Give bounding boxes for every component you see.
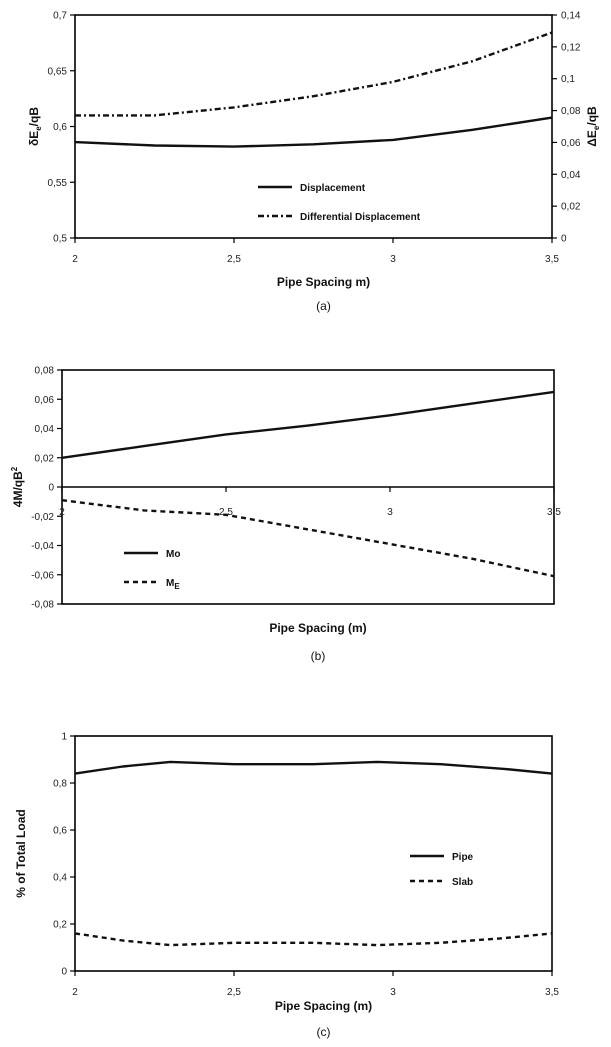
x-tick-label: 2,5 — [227, 254, 241, 265]
y-tick-label: 0,08 — [35, 366, 55, 377]
legend-label: Differential Displacement — [300, 212, 421, 223]
legend-label: Slab — [452, 877, 473, 888]
y-tick-label: 0 — [61, 967, 67, 978]
y2-tick-label: 0,08 — [561, 106, 581, 117]
plot-frame — [75, 15, 552, 238]
x-tick-label: 3,5 — [547, 507, 561, 518]
y-tick-label: 0,7 — [53, 11, 67, 22]
y2-tick-label: 0,04 — [561, 170, 581, 181]
chart-b: 2 2,5 3 3,5-0,08-0,06-0,04-0,0200,020,040,0… — [10, 366, 561, 664]
y2-tick-label: 0,12 — [561, 42, 581, 53]
legend-label: Mo — [166, 549, 180, 560]
series-line-mo — [62, 392, 554, 458]
x-axis-label: Pipe Spacing m) — [277, 275, 370, 289]
y-tick-label: 0,65 — [48, 66, 68, 77]
y-tick-label: 0,06 — [35, 395, 55, 406]
y-tick-label: 0,4 — [53, 873, 67, 884]
y2-tick-label: 0,1 — [561, 74, 575, 85]
y-tick-label: -0,08 — [31, 600, 54, 611]
y-tick-label: 0,5 — [53, 234, 67, 245]
y-tick-label: 0,6 — [53, 122, 67, 133]
y-tick-label: 0,02 — [35, 453, 55, 464]
figure-caption: (c) — [317, 1025, 331, 1039]
y-tick-label: -0,06 — [31, 570, 54, 581]
y-tick-label: 0,2 — [53, 920, 67, 931]
series-line-pipe — [75, 762, 552, 774]
figure-caption: (b) — [311, 649, 326, 663]
legend-label: Pipe — [452, 852, 474, 863]
series-line-m — [62, 500, 554, 576]
legend-label: Displacement — [300, 183, 366, 194]
plot-frame — [75, 736, 552, 971]
y-tick-label: -0,04 — [31, 541, 54, 552]
chart-a: 2 2,5 3 3,5 0,5 0,55 0,6 0,65 0,7 0 0,02 0,04 0,06 0,… — [27, 11, 601, 314]
y-tick-label: 0,04 — [35, 424, 55, 435]
y-axis-label: % of Total Load — [14, 809, 28, 897]
chart-c: 2 2,5 3 3,5 0 0,2 0,4 0,6 0,8 1 Pipe Slab Pipe Spaci… — [14, 732, 559, 1040]
y-tick-label: 0,8 — [53, 779, 67, 790]
y-tick-label: 1 — [61, 732, 67, 743]
x-tick-label: 3,5 — [545, 254, 559, 265]
series-line-differential-displacement — [75, 33, 552, 116]
x-tick-label: 3 — [390, 987, 396, 998]
x-tick-label: 2,5 — [227, 987, 241, 998]
x-axis-label: Pipe Spacing (m) — [269, 621, 366, 635]
series-line-displacement — [75, 118, 552, 147]
y2-axis-label: ΔEe/qB — [585, 106, 601, 147]
x-tick-label: 3,5 — [545, 987, 559, 998]
y2-tick-label: 0,02 — [561, 202, 581, 213]
y2-tick-label: 0,14 — [561, 11, 581, 22]
y2-tick-label: 0 — [561, 234, 567, 245]
x-tick-label: 2 — [72, 254, 78, 265]
x-tick-label: 3 — [390, 254, 396, 265]
y-tick-label: 0 — [48, 483, 54, 494]
x-axis-label: Pipe Spacing (m) — [275, 999, 372, 1013]
x-tick-label: 2 — [72, 987, 78, 998]
y-tick-label: 0,6 — [53, 826, 67, 837]
y2-tick-label: 0,06 — [561, 138, 581, 149]
y-tick-label: -0,02 — [31, 512, 54, 523]
y-axis-label: δEe/qB — [27, 107, 43, 146]
x-tick-label: 2,5 — [219, 507, 233, 518]
y-axis-label: 4M/qB2 — [10, 466, 25, 507]
figure-caption: (a) — [316, 299, 331, 313]
y-tick-label: 0,55 — [48, 178, 68, 189]
series-line-slab — [75, 933, 552, 945]
legend-label: ME — [166, 578, 180, 591]
x-tick-label: 3 — [387, 507, 393, 518]
legend-label-subscript: E — [174, 582, 180, 591]
